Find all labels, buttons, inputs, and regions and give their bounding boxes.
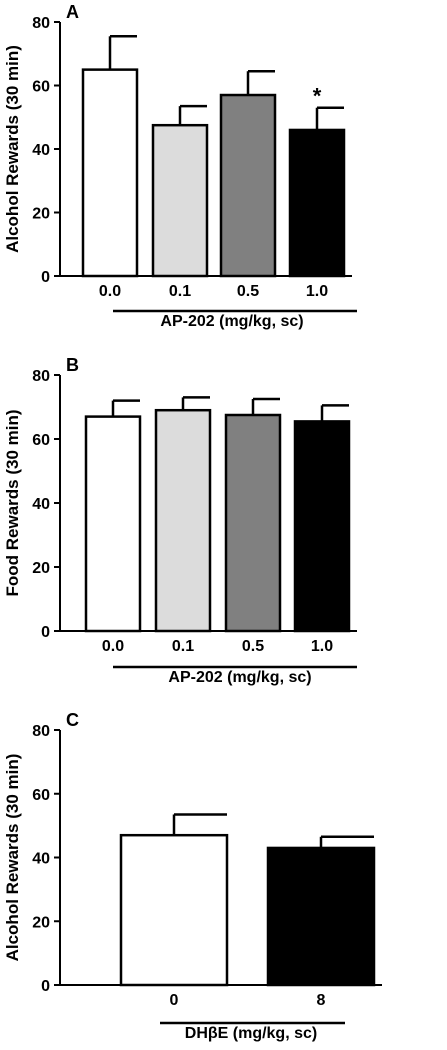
y-tick-label: 20 bbox=[32, 914, 50, 931]
panel-label: C bbox=[66, 710, 79, 730]
y-tick-label: 0 bbox=[41, 269, 50, 286]
bar-1-0 bbox=[288, 128, 346, 278]
y-axis-title: Alcohol Rewards (30 min) bbox=[3, 45, 22, 253]
x-tick-label: 0.1 bbox=[169, 283, 191, 300]
y-tick-label: 20 bbox=[32, 560, 50, 577]
y-tick-label: 40 bbox=[32, 142, 50, 159]
chart-panel-b: B 0 20 40 60 80 Food Rewards (30 min) 0.0 0.1 0.5… bbox=[3, 355, 357, 686]
x-axis-title: AP-202 (mg/kg, sc) bbox=[168, 669, 311, 686]
x-axis-title: AP-202 (mg/kg, sc) bbox=[160, 313, 303, 330]
bar-0-0 bbox=[84, 415, 142, 633]
bar-0-5 bbox=[219, 93, 277, 278]
x-tick-label: 8 bbox=[317, 992, 326, 1009]
bar-0-0 bbox=[81, 68, 139, 278]
y-axis-title: Alcohol Rewards (30 min) bbox=[3, 754, 22, 962]
x-tick-label: 0.1 bbox=[172, 638, 194, 655]
panel-label: A bbox=[66, 2, 79, 22]
significance-star: * bbox=[313, 84, 322, 109]
x-tick-label: 0.0 bbox=[99, 283, 121, 300]
bar-1-0 bbox=[293, 420, 351, 633]
bar-0 bbox=[119, 833, 229, 987]
x-tick-label: 0 bbox=[170, 992, 179, 1009]
x-tick-label: 0.5 bbox=[242, 638, 264, 655]
panel-label: B bbox=[66, 355, 79, 375]
y-tick-label: 0 bbox=[41, 624, 50, 641]
bar-0-1 bbox=[154, 408, 212, 633]
y-tick-label: 20 bbox=[32, 206, 50, 223]
bar-0-1 bbox=[151, 123, 209, 278]
chart-panel-c: C 0 20 40 60 80 Alcohol Rewards (30 min) 0 8DHβE… bbox=[3, 710, 382, 1042]
chart-panel-a: A 0 20 40 60 80 Alcohol Rewards (30 min) 0.0 0.1… bbox=[3, 2, 357, 330]
x-tick-label: 1.0 bbox=[311, 638, 333, 655]
y-tick-label: 40 bbox=[32, 496, 50, 513]
x-tick-label: 1.0 bbox=[306, 283, 328, 300]
y-tick-label: 80 bbox=[32, 368, 50, 385]
bar-0-5 bbox=[224, 413, 282, 633]
y-tick-label: 80 bbox=[32, 723, 50, 740]
x-tick-label: 0.5 bbox=[237, 283, 259, 300]
y-tick-label: 40 bbox=[32, 851, 50, 868]
y-tick-label: 80 bbox=[32, 15, 50, 32]
x-tick-label: 0.0 bbox=[102, 638, 124, 655]
y-axis-title: Food Rewards (30 min) bbox=[3, 409, 22, 596]
y-tick-label: 0 bbox=[41, 978, 50, 995]
bar-8 bbox=[266, 846, 376, 987]
y-tick-label: 60 bbox=[32, 787, 50, 804]
x-axis-title: DHβE (mg/kg, sc) bbox=[185, 1025, 317, 1042]
y-tick-label: 60 bbox=[32, 432, 50, 449]
y-tick-label: 60 bbox=[32, 79, 50, 96]
